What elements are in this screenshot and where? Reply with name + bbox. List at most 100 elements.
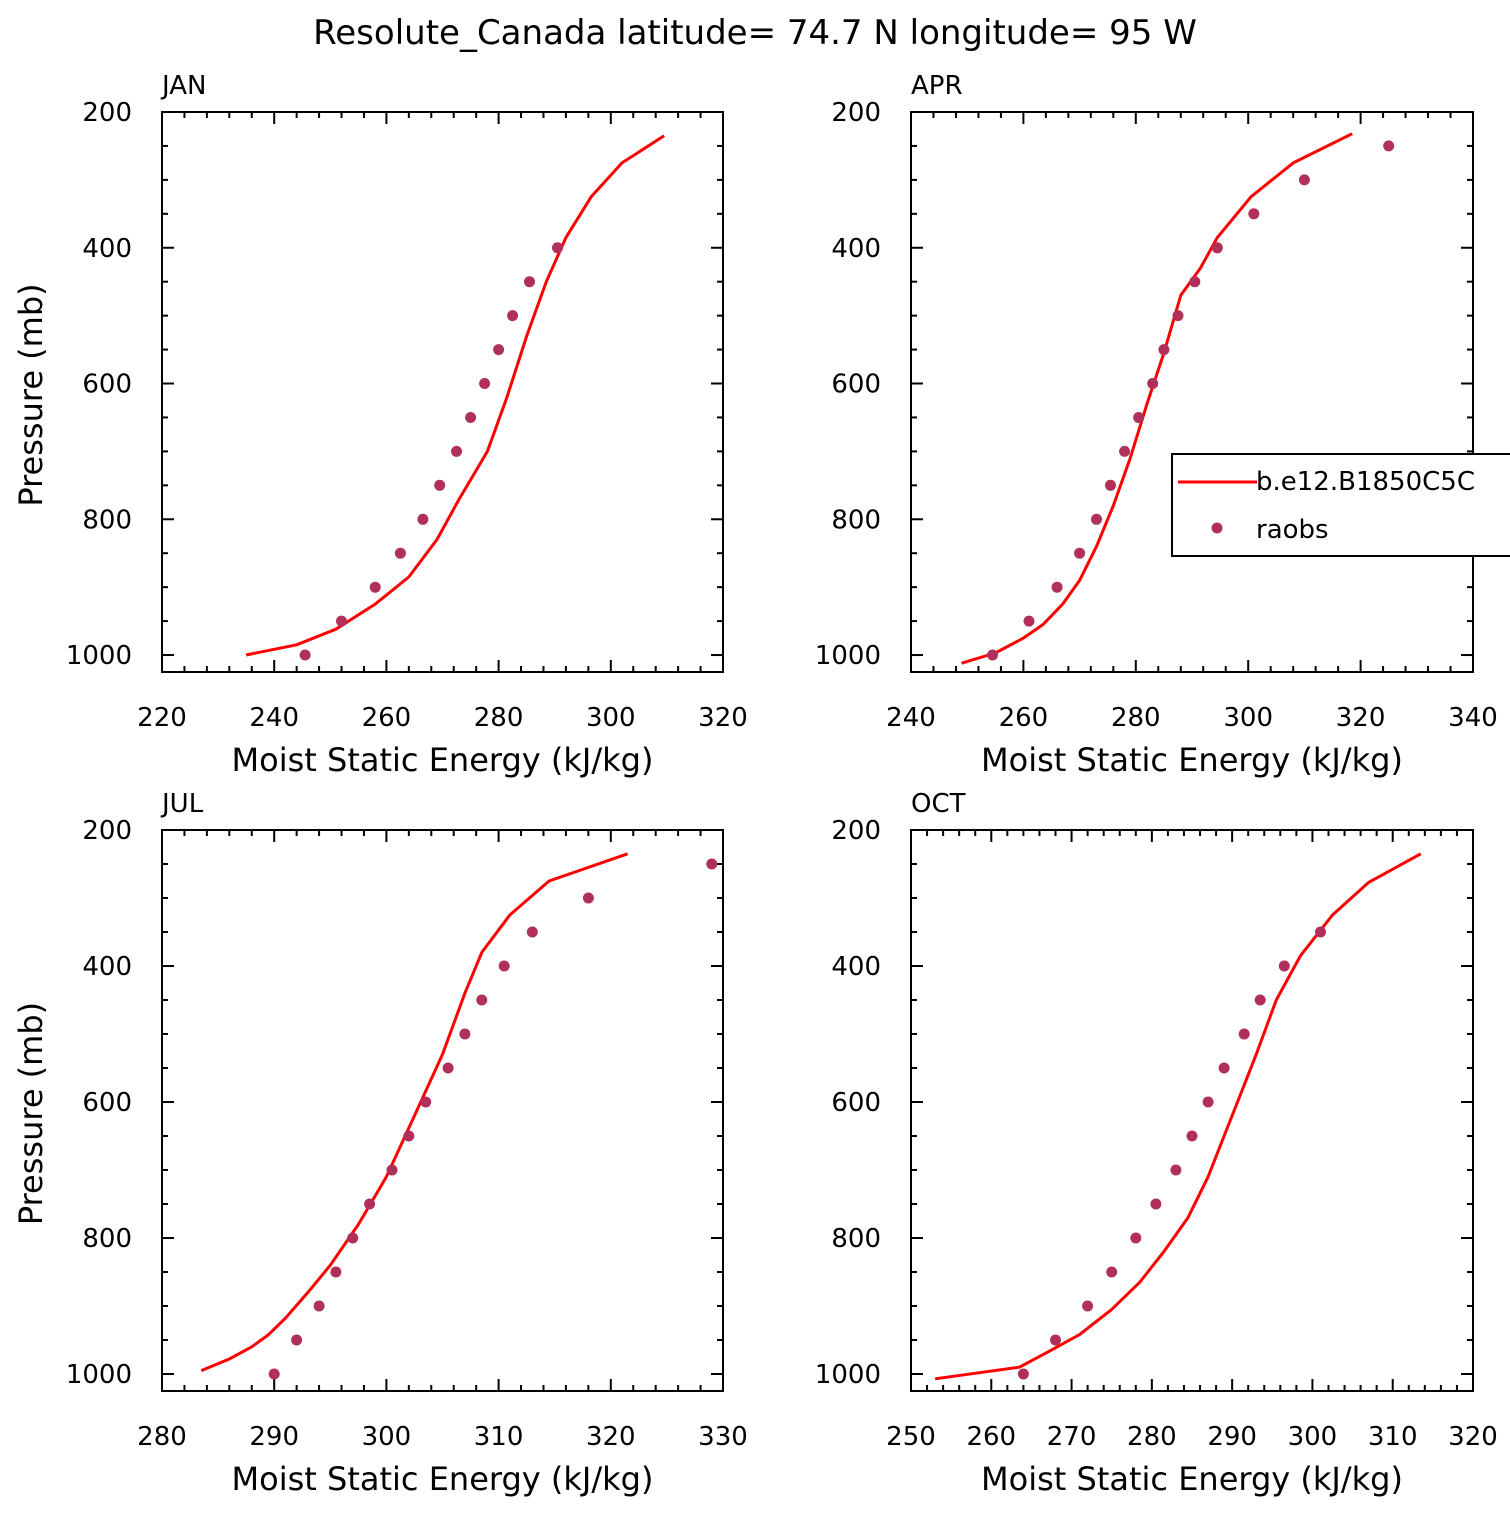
x-tick-label: 290: [249, 1422, 299, 1452]
y-tick-label: 1000: [815, 641, 881, 671]
y-axis-label: Pressure (mb): [12, 1002, 50, 1225]
raobs-point: [1202, 1096, 1214, 1108]
x-tick-label: 310: [474, 1422, 524, 1452]
x-tick-label: 260: [999, 703, 1049, 733]
y-tick-label: 200: [82, 98, 132, 128]
legend-label: b.e12.B1850C5C: [1256, 467, 1475, 497]
raobs-point: [465, 412, 477, 423]
x-tick-label: 340: [1448, 703, 1498, 733]
raobs-point: [1254, 994, 1266, 1006]
raobs-point: [552, 242, 563, 254]
y-tick-label: 200: [831, 98, 881, 128]
raobs-point: [1383, 140, 1395, 152]
y-tick-label: 200: [82, 816, 132, 846]
y-tick-label: 600: [82, 1088, 132, 1118]
x-tick-label: 300: [1223, 703, 1273, 733]
raobs-point: [434, 479, 446, 491]
panel-apr: APR 240 260 280 300 320 340 200 400 600 800 1000 Moi…: [815, 71, 1510, 779]
figure-title: Resolute_Canada latitude= 74.7 N longitu…: [313, 13, 1197, 53]
legend: b.e12.B1850C5C raobs: [1171, 453, 1510, 557]
raobs-point: [1051, 581, 1063, 593]
plot-frame: [161, 829, 724, 1392]
x-axis-label: Moist Static Energy (kJ/kg): [232, 741, 654, 779]
raobs-point: [330, 1266, 342, 1278]
plot-frame: [161, 111, 724, 673]
y-tick-label: 600: [831, 370, 881, 400]
raobs-point: [987, 649, 998, 661]
panel-jul: JUL 280 290 300 310 320 330 200 400 600 800 1000 Moi…: [12, 789, 748, 1498]
raobs-point: [1147, 378, 1159, 389]
x-tick-label: 260: [362, 703, 412, 733]
raobs-point: [291, 1334, 303, 1346]
x-axis-label: Moist Static Energy (kJ/kg): [232, 1460, 654, 1498]
raobs-point: [1218, 1062, 1230, 1074]
y-tick-label: 400: [831, 952, 881, 982]
x-tick-label: 280: [474, 703, 524, 733]
y-tick-label: 600: [831, 1088, 881, 1118]
raobs-point: [1186, 1130, 1198, 1142]
raobs-point: [369, 581, 381, 593]
x-tick-label: 300: [1288, 1422, 1338, 1452]
x-tick-label: 250: [886, 1422, 936, 1452]
raobs-point: [1315, 926, 1326, 938]
raobs-point: [364, 1198, 376, 1210]
y-tick-label: 400: [82, 234, 132, 264]
y-tick-label: 1000: [66, 1360, 132, 1390]
model-line: [961, 132, 1353, 665]
panel-title: JUL: [160, 789, 204, 819]
model-line: [245, 134, 665, 657]
raobs-point: [1238, 1028, 1250, 1040]
raobs-point: [451, 445, 462, 457]
x-tick-label: 320: [698, 703, 748, 733]
raobs-point: [1105, 479, 1116, 491]
raobs-point: [1119, 445, 1131, 457]
raobs-point: [1170, 1164, 1182, 1176]
raobs-point: [336, 615, 347, 627]
legend-label: raobs: [1256, 515, 1329, 545]
raobs-point: [582, 892, 594, 904]
y-tick-label: 200: [831, 816, 881, 846]
x-tick-label: 300: [586, 703, 636, 733]
raobs-point: [1211, 242, 1223, 254]
legend-marker-swatch: [1211, 522, 1223, 534]
raobs-point: [493, 344, 505, 356]
x-tick-label: 280: [1111, 703, 1161, 733]
raobs-point: [524, 276, 535, 288]
panel-title: APR: [911, 71, 963, 101]
raobs-point: [347, 1232, 359, 1244]
x-tick-label: 320: [1448, 1422, 1498, 1452]
x-tick-label: 270: [1047, 1422, 1097, 1452]
raobs-point: [1278, 960, 1290, 972]
plot-frame: [910, 829, 1474, 1392]
x-tick-label: 240: [249, 703, 299, 733]
raobs-point: [299, 649, 311, 661]
raobs-point: [268, 1368, 280, 1380]
raobs-point: [403, 1130, 415, 1142]
raobs-point: [1158, 344, 1170, 356]
y-tick-label: 800: [82, 1224, 132, 1254]
raobs-point: [1074, 547, 1086, 559]
raobs-point: [1082, 1300, 1094, 1312]
x-tick-label: 260: [966, 1422, 1016, 1452]
raobs-point: [442, 1062, 454, 1074]
panel-jan: JAN 220 240 260 280 300 320 200 400 600 800 1000 Moi…: [12, 71, 748, 779]
raobs-point: [526, 926, 538, 938]
y-tick-label: 400: [82, 952, 132, 982]
x-tick-label: 280: [137, 1422, 187, 1452]
raobs-point: [1248, 208, 1260, 220]
x-tick-label: 290: [1207, 1422, 1257, 1452]
model-line: [200, 852, 629, 1372]
y-tick-label: 800: [82, 505, 132, 535]
raobs-point: [420, 1096, 432, 1108]
raobs-point: [417, 513, 429, 525]
x-tick-label: 240: [886, 703, 936, 733]
raobs-point: [1298, 174, 1310, 186]
x-tick-label: 300: [362, 1422, 412, 1452]
raobs-point: [1130, 1232, 1142, 1244]
raobs-point: [479, 378, 491, 389]
raobs-point: [1189, 276, 1201, 288]
panel-oct: OCT 250 260 270 280 290 300 310 320 200 400 600 800 1…: [815, 789, 1498, 1498]
panel-title: JAN: [160, 71, 206, 101]
plot-frame: [910, 111, 1474, 673]
